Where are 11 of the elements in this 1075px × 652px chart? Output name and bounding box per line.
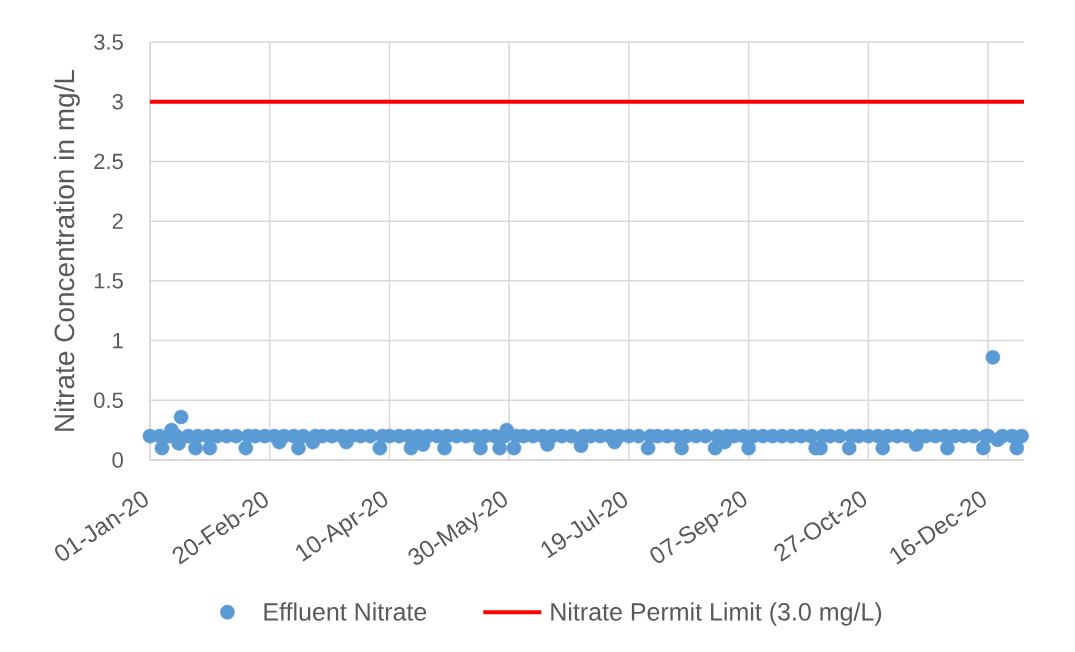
y-tick-label: 0 <box>112 452 123 468</box>
y-tick-label: 3.5 <box>94 34 123 50</box>
y-tick-label: 2 <box>112 213 123 229</box>
y-tick-label: 3 <box>112 93 123 110</box>
legend-label: Nitrate Permit Limit (3.0 mg/L) <box>551 602 882 626</box>
y-tick-label: 1 <box>113 333 123 349</box>
y-axis-title: Nitrate Concentration in mg/L <box>53 69 80 431</box>
y-tick-label: 1.5 <box>94 273 123 289</box>
y-tick-label: 0.5 <box>94 392 123 409</box>
legend-label: Effluent Nitrate <box>264 602 427 621</box>
y-tick-label: 2.5 <box>94 153 123 170</box>
